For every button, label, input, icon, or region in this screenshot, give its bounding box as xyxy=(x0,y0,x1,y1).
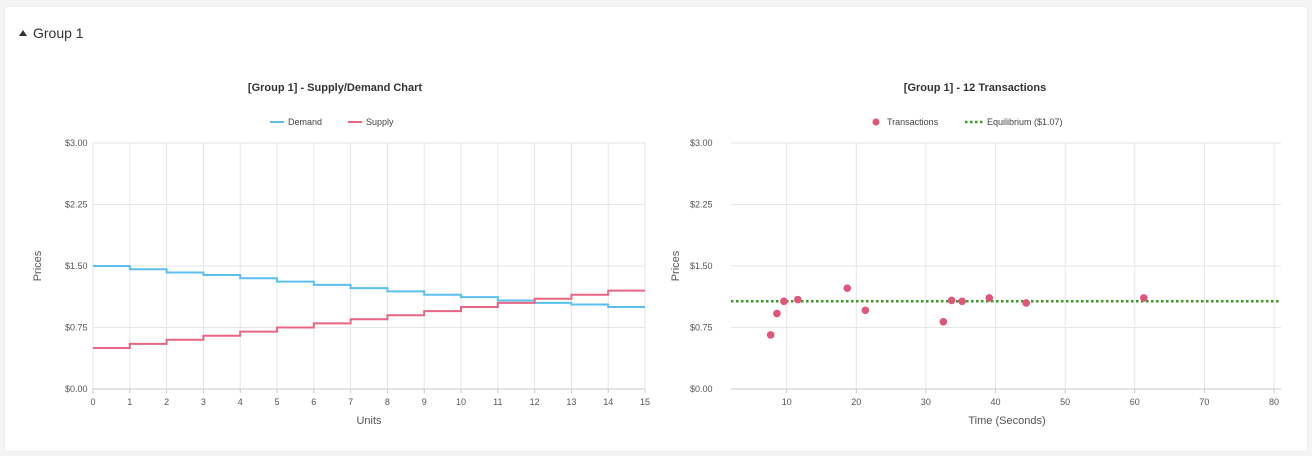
x-tick-label: 30 xyxy=(921,397,931,407)
x-tick-label: 1 xyxy=(127,397,132,407)
group-label: Group 1 xyxy=(33,25,84,41)
legend-transactions-swatch xyxy=(872,118,880,126)
transaction-point[interactable] xyxy=(780,297,788,306)
transaction-point[interactable] xyxy=(843,284,852,292)
x-axis-label: Units xyxy=(356,415,382,427)
y-tick-label: $2.25 xyxy=(65,200,88,210)
legend-transactions-label[interactable]: Transactions xyxy=(887,117,939,127)
x-tick-label: 5 xyxy=(274,397,279,407)
transaction-point[interactable] xyxy=(861,306,870,315)
y-tick-label: $2.25 xyxy=(690,200,713,210)
transaction-point[interactable] xyxy=(939,317,948,326)
x-tick-label: 40 xyxy=(991,397,1001,407)
legend-equilibrium-label[interactable]: Equilibrium ($1.07) xyxy=(987,117,1063,127)
y-tick-label: $0.75 xyxy=(65,323,88,333)
chart-legend[interactable]: Transactions Equilibrium ($1.07) xyxy=(872,117,1063,127)
x-tick-label: 12 xyxy=(530,397,540,407)
y-axis-label: Prices xyxy=(670,250,682,281)
series xyxy=(731,284,1281,339)
x-tick-label: 4 xyxy=(238,397,243,407)
y-tick-label: $0.00 xyxy=(65,384,88,394)
transaction-point[interactable] xyxy=(773,309,781,318)
x-tick-label: 0 xyxy=(90,397,95,407)
x-tick-labels: 10 20 30 40 50 60 70 80 xyxy=(782,397,1279,407)
grid xyxy=(731,142,1281,393)
x-tick-label: 6 xyxy=(311,397,316,407)
x-tick-label: 8 xyxy=(385,397,390,407)
y-tick-labels: $0.00 $0.75 $1.50 $2.25 $3.00 xyxy=(690,138,713,394)
group-toggle[interactable]: Group 1 xyxy=(19,25,84,41)
legend-demand-label[interactable]: Demand xyxy=(288,117,322,127)
y-tick-label: $0.75 xyxy=(690,323,713,333)
y-axis-label: Prices xyxy=(32,250,44,281)
x-tick-label: 15 xyxy=(640,397,650,407)
x-tick-labels: 0 1 2 3 4 5 6 7 8 9 10 11 12 13 14 15 xyxy=(90,397,650,407)
y-tick-label: $1.50 xyxy=(65,261,88,271)
y-tick-labels: $0.00 $0.75 $1.50 $2.25 $3.00 xyxy=(65,138,88,394)
transaction-point[interactable] xyxy=(947,296,956,305)
x-tick-label: 14 xyxy=(603,397,613,407)
y-tick-label: $0.00 xyxy=(690,384,713,394)
x-tick-label: 11 xyxy=(493,397,502,407)
y-tick-label: $3.00 xyxy=(65,138,88,148)
x-tick-label: 20 xyxy=(851,397,861,407)
x-tick-label: 70 xyxy=(1199,397,1209,407)
x-tick-label: 10 xyxy=(456,397,466,407)
y-tick-label: $1.50 xyxy=(690,261,713,271)
y-tick-label: $3.00 xyxy=(690,138,713,148)
caret-up-icon[interactable] xyxy=(19,30,27,36)
series xyxy=(93,265,645,349)
transaction-point[interactable] xyxy=(958,297,966,306)
transaction-point[interactable] xyxy=(1022,299,1030,307)
x-tick-label: 2 xyxy=(164,397,169,407)
chart-title: [Group 1] - 12 Transactions xyxy=(904,82,1046,94)
group-panel: Group 1 xyxy=(4,6,1308,452)
x-tick-label: 80 xyxy=(1269,397,1279,407)
transaction-point[interactable] xyxy=(985,294,994,302)
x-tick-label: 13 xyxy=(566,397,576,407)
chart-title: [Group 1] - Supply/Demand Chart xyxy=(248,82,423,94)
transaction-point[interactable] xyxy=(766,331,775,339)
x-tick-label: 50 xyxy=(1060,397,1070,407)
series-supply-line[interactable] xyxy=(93,289,645,349)
x-tick-label: 7 xyxy=(348,397,353,407)
grid xyxy=(92,142,646,393)
transaction-point[interactable] xyxy=(1140,294,1148,302)
x-axis-label: Time (Seconds) xyxy=(968,415,1045,427)
x-tick-label: 10 xyxy=(782,397,792,407)
chart-legend[interactable]: Demand Supply xyxy=(270,117,394,127)
transaction-point[interactable] xyxy=(794,295,802,304)
x-tick-label: 3 xyxy=(201,397,206,407)
x-tick-label: 9 xyxy=(422,397,427,407)
x-tick-label: 60 xyxy=(1130,397,1140,407)
series-demand-line[interactable] xyxy=(93,265,645,308)
legend-supply-label[interactable]: Supply xyxy=(366,117,394,127)
